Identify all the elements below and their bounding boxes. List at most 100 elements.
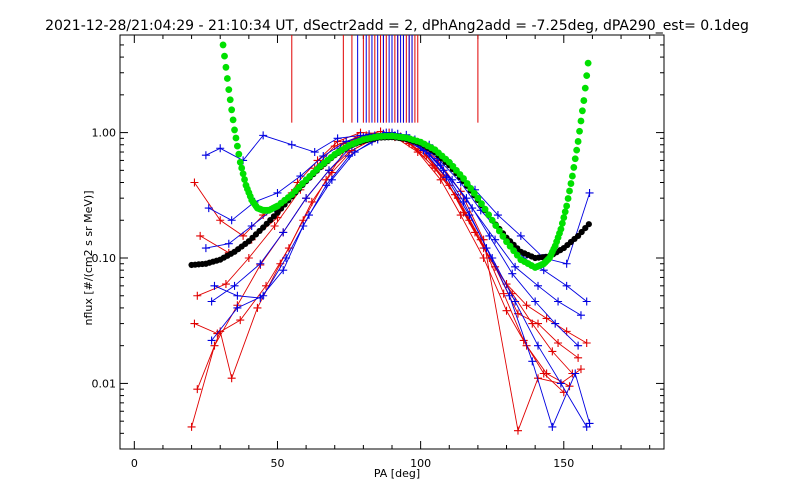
data-point-plus [287,140,296,149]
green-curve-dot [579,107,586,115]
data-point-plus [319,152,328,161]
data-point-plus [459,197,468,206]
data-point-plus [485,231,494,240]
data-point-plus [256,259,265,268]
green-curve-dot [584,59,592,67]
data-point-plus [313,156,322,165]
data-point-plus [562,259,571,268]
data-point-plus [554,297,563,306]
data-point-plus [299,221,308,230]
green-curve-dot [241,176,248,183]
x-tick-label: 150 [553,457,574,470]
green-curve-dot [567,180,575,187]
data-point-plus [576,311,585,320]
data-point-plus [430,164,439,173]
data-point-plus [190,319,199,328]
data-point-plus [224,239,233,248]
data-point-plus [548,347,557,356]
data-point-plus [413,148,422,157]
data-point-plus [502,306,511,315]
data-point-plus [516,231,525,240]
black-curve-dot [585,221,592,228]
series-red-4 [190,133,574,391]
green-fit-curve [219,41,592,271]
data-point-plus [193,291,202,300]
series-line [197,132,579,359]
data-point-plus [551,319,560,328]
x-tick-label: 100 [410,457,431,470]
data-point-plus [479,254,488,263]
data-point-plus [216,216,225,225]
data-point-plus [576,365,585,374]
series-red-1 [193,128,583,362]
data-point-plus [436,175,445,184]
data-point-plus [436,161,445,170]
green-curve-dot [492,222,500,230]
green-curve-dot [463,180,471,187]
data-point-plus [522,301,531,310]
data-point-plus [204,204,213,213]
green-curve-dot [568,172,576,180]
pitch-angle-marker-lines [291,35,479,123]
data-point-plus [210,281,219,290]
data-point-plus [542,314,551,323]
data-point-plus [233,291,242,300]
x-axis-label: PA [deg] [374,467,420,480]
data-point-plus [548,422,557,431]
y-tick-label: 1.00 [92,127,117,140]
x-tick-label: 0 [131,457,138,470]
green-curve-dot [226,96,234,104]
green-curve-dot [467,184,475,192]
green-curve-dot [485,211,493,219]
green-curve-dot [232,134,240,142]
data-point-plus [310,148,319,157]
data-point-plus [239,231,248,240]
data-point-plus [491,235,500,244]
data-point-plus [322,181,331,190]
green-curve-dot [225,86,233,94]
black-curve-dot [578,228,585,236]
data-point-plus [193,385,202,394]
data-point-plus [539,266,548,275]
data-point-plus [247,221,256,230]
green-curve-dot [222,63,230,71]
series-line [205,132,582,316]
data-point-plus [582,339,591,348]
data-point-plus [482,244,491,253]
data-point-plus [227,216,236,225]
series-blue-10 [201,129,594,268]
green-curve-dot [228,106,236,114]
green-curve-dot [558,219,566,227]
green-curve-dot [560,214,568,221]
green-curve-dot [470,189,478,197]
data-point-plus [534,341,543,350]
data-point-plus [279,228,288,237]
y-axis-label: nflux [#/(cm2 s sr MeV)] [82,191,95,326]
y-axis-ticks: 0.01 0.10 1.00 [92,34,664,450]
data-point-plus [562,281,571,290]
data-point-plus [511,297,520,306]
x-tick-label: 50 [270,457,284,470]
green-curve-dot [566,187,573,195]
data-point-plus [273,188,282,197]
data-point-plus [513,426,522,435]
series-red-5 [193,130,585,435]
data-point-plus [582,297,591,306]
green-curve-dot [219,41,227,49]
green-curve-dot [563,202,571,210]
green-curve-dot [481,205,489,213]
data-point-plus [465,211,474,220]
data-point-plus [256,293,265,302]
data-point-plus [236,316,245,325]
green-curve-dot [583,72,591,80]
data-point-plus [508,269,517,278]
green-curve-dot [474,194,482,202]
series-blue-11 [210,131,594,431]
green-curve-dot [499,232,507,240]
data-point-plus [201,244,210,253]
data-point-plus [345,152,354,161]
data-point-plus [196,231,205,240]
data-point-plus [585,188,594,197]
data-point-plus [221,280,230,289]
series-line [208,132,587,302]
